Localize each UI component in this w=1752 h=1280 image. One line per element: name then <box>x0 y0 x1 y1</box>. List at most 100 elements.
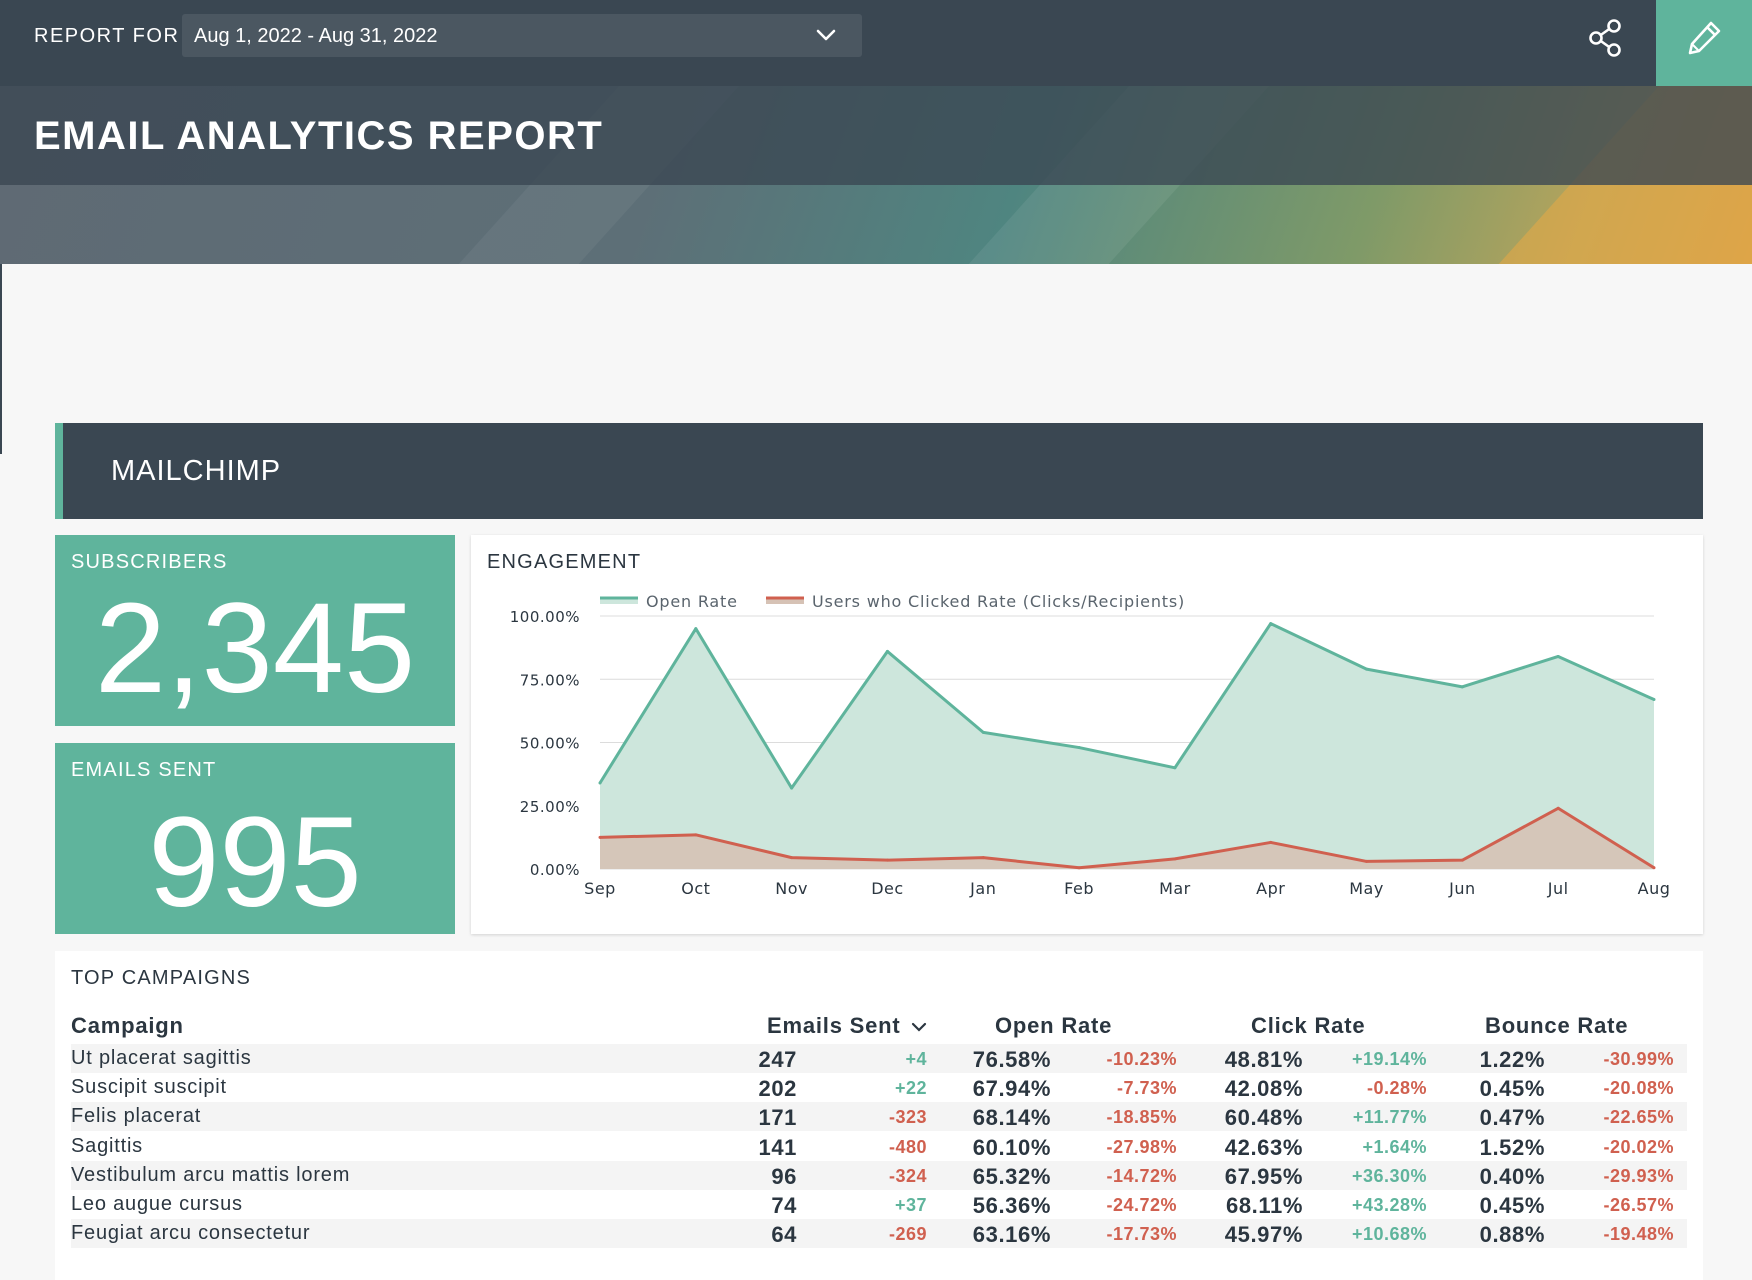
data-point <box>1365 667 1369 671</box>
x-tick-label: May <box>1349 879 1384 898</box>
cell-open-rate-change: -7.73% <box>1116 1078 1177 1099</box>
table-row[interactable]: Sagittis 141 -480 60.10% -27.98% 42.63% +1.64%… <box>71 1132 1687 1161</box>
cell-emails-sent: 96 <box>771 1163 797 1189</box>
cell-click-rate: 42.08% <box>1224 1076 1303 1102</box>
cell-click-rate-change: +36.30% <box>1351 1165 1427 1186</box>
report-banner: EMAIL ANALYTICS REPORT <box>0 86 1752 264</box>
kpi-label: SUBSCRIBERS <box>71 551 228 573</box>
cell-campaign: Feugiat arcu consectetur <box>71 1222 311 1245</box>
data-point <box>1556 806 1560 810</box>
kpi-label: EMAILS SENT <box>71 759 217 781</box>
edit-button[interactable] <box>1656 0 1752 86</box>
data-point <box>1556 654 1560 658</box>
cell-campaign: Vestibulum arcu mattis lorem <box>71 1163 351 1186</box>
data-point <box>981 730 985 734</box>
cell-open-rate: 67.94% <box>972 1076 1051 1102</box>
divider <box>0 264 2 454</box>
cell-open-rate-change: -10.23% <box>1106 1049 1177 1069</box>
cell-click-rate: 45.97% <box>1224 1222 1303 1248</box>
cell-open-rate-change: -18.85% <box>1106 1107 1177 1128</box>
data-point <box>694 833 698 837</box>
cell-emails-sent-change: -324 <box>888 1165 927 1186</box>
cell-emails-sent: 247 <box>758 1047 797 1072</box>
y-tick-label: 50.00% <box>520 735 580 753</box>
kpi-subscribers: SUBSCRIBERS 2,345 <box>55 535 455 726</box>
cell-emails-sent: 64 <box>771 1222 797 1248</box>
share-button[interactable] <box>1578 16 1632 60</box>
legend-label: Open Rate <box>646 592 738 611</box>
x-tick-label: Jul <box>1547 879 1569 898</box>
cell-emails-sent: 141 <box>758 1134 797 1160</box>
data-point <box>1173 857 1177 861</box>
cell-open-rate: 68.14% <box>972 1105 1051 1131</box>
cell-emails-sent-change: +22 <box>894 1078 927 1099</box>
cell-bounce-rate-change: -30.99% <box>1603 1049 1674 1069</box>
data-point <box>1652 866 1656 870</box>
cell-open-rate: 65.32% <box>972 1163 1051 1189</box>
engagement-chart: 100.00% 75.00% 50.00% 25.00% 0.00%Sep Oct Nov D… <box>510 592 1670 898</box>
cell-bounce-rate: 0.40% <box>1479 1163 1545 1189</box>
table-row[interactable]: Leo augue cursus 74 +37 56.36% -24.72% 68.11%… <box>71 1190 1687 1219</box>
x-tick-label: Nov <box>775 879 808 898</box>
share-icon <box>1589 19 1621 57</box>
data-point <box>1269 622 1273 626</box>
cell-campaign: Sagittis <box>71 1134 143 1157</box>
cell-click-rate-change: +19.14% <box>1351 1049 1427 1069</box>
cell-campaign: Ut placerat sagittis <box>71 1047 252 1069</box>
cell-open-rate: 76.58% <box>972 1047 1051 1072</box>
data-point <box>1269 840 1273 844</box>
table-title: TOP CAMPAIGNS <box>71 967 252 989</box>
x-tick-label: Dec <box>871 879 903 898</box>
date-range-select[interactable]: Aug 1, 2022 - Aug 31, 2022 <box>182 14 862 57</box>
data-point <box>790 856 794 860</box>
x-tick-label: Mar <box>1159 879 1191 898</box>
cell-bounce-rate: 1.22% <box>1479 1047 1545 1072</box>
cell-click-rate: 48.81% <box>1224 1047 1303 1072</box>
column-header-bounce-rate[interactable]: Bounce Rate <box>1485 1013 1629 1038</box>
cell-open-rate-change: -17.73% <box>1106 1224 1177 1245</box>
cell-bounce-rate: 0.88% <box>1479 1222 1545 1248</box>
y-tick-label: 75.00% <box>520 671 580 689</box>
sort-descending-icon <box>912 1022 927 1032</box>
data-point <box>1077 746 1081 750</box>
cell-bounce-rate: 0.47% <box>1479 1105 1545 1131</box>
cell-emails-sent-change: +37 <box>894 1195 927 1215</box>
pencil-icon <box>1688 21 1721 55</box>
cell-open-rate: 56.36% <box>972 1193 1051 1218</box>
y-tick-label: 25.00% <box>520 798 580 816</box>
column-header-open-rate[interactable]: Open Rate <box>995 1013 1113 1038</box>
data-point <box>1173 766 1177 770</box>
page-title: EMAIL ANALYTICS REPORT <box>34 114 604 158</box>
cell-bounce-rate: 1.52% <box>1479 1134 1545 1160</box>
date-range-value: Aug 1, 2022 - Aug 31, 2022 <box>194 25 438 47</box>
data-point <box>790 786 794 790</box>
chevron-down-icon <box>816 28 836 47</box>
cell-campaign: Felis placerat <box>71 1105 202 1128</box>
cell-emails-sent-change: +4 <box>905 1049 927 1069</box>
kpi-emails-sent: EMAILS SENT 995 <box>55 743 455 934</box>
x-tick-label: Apr <box>1256 879 1285 898</box>
table-row[interactable]: Suscipit suscipit 202 +22 67.94% -7.73% 42.08… <box>71 1073 1687 1102</box>
table-row[interactable]: Ut placerat sagittis 247 +4 76.58% -10.23% 48… <box>71 1044 1687 1073</box>
column-header-click-rate[interactable]: Click Rate <box>1251 1013 1366 1038</box>
data-point <box>1460 685 1464 689</box>
cell-emails-sent-change: -480 <box>888 1136 927 1157</box>
table-row[interactable]: Felis placerat 171 -323 68.14% -18.85% 60.48%… <box>71 1102 1687 1132</box>
chart-title: ENGAGEMENT <box>487 551 642 573</box>
cell-click-rate-change: +1.64% <box>1362 1136 1427 1157</box>
table-row[interactable]: Vestibulum arcu mattis lorem 96 -324 65.32%… <box>71 1160 1687 1190</box>
banner-title-strip <box>0 86 1752 185</box>
cell-click-rate-change: +43.28% <box>1351 1195 1427 1215</box>
column-header-label: Emails Sent <box>767 1013 901 1038</box>
x-tick-label: Oct <box>681 879 710 898</box>
table-row[interactable]: Feugiat arcu consectetur 64 -269 63.16% -17.… <box>71 1219 1687 1249</box>
column-header-emails-sent[interactable]: Emails Sent <box>767 1013 927 1039</box>
cell-bounce-rate-change: -19.48% <box>1603 1224 1674 1245</box>
x-tick-label: Sep <box>584 879 616 898</box>
data-point <box>694 627 698 631</box>
column-header-campaign[interactable]: Campaign <box>71 1013 184 1038</box>
data-point <box>885 649 889 653</box>
data-point <box>1077 866 1081 870</box>
x-tick-label: Feb <box>1064 879 1094 898</box>
legend-swatch <box>600 598 638 604</box>
